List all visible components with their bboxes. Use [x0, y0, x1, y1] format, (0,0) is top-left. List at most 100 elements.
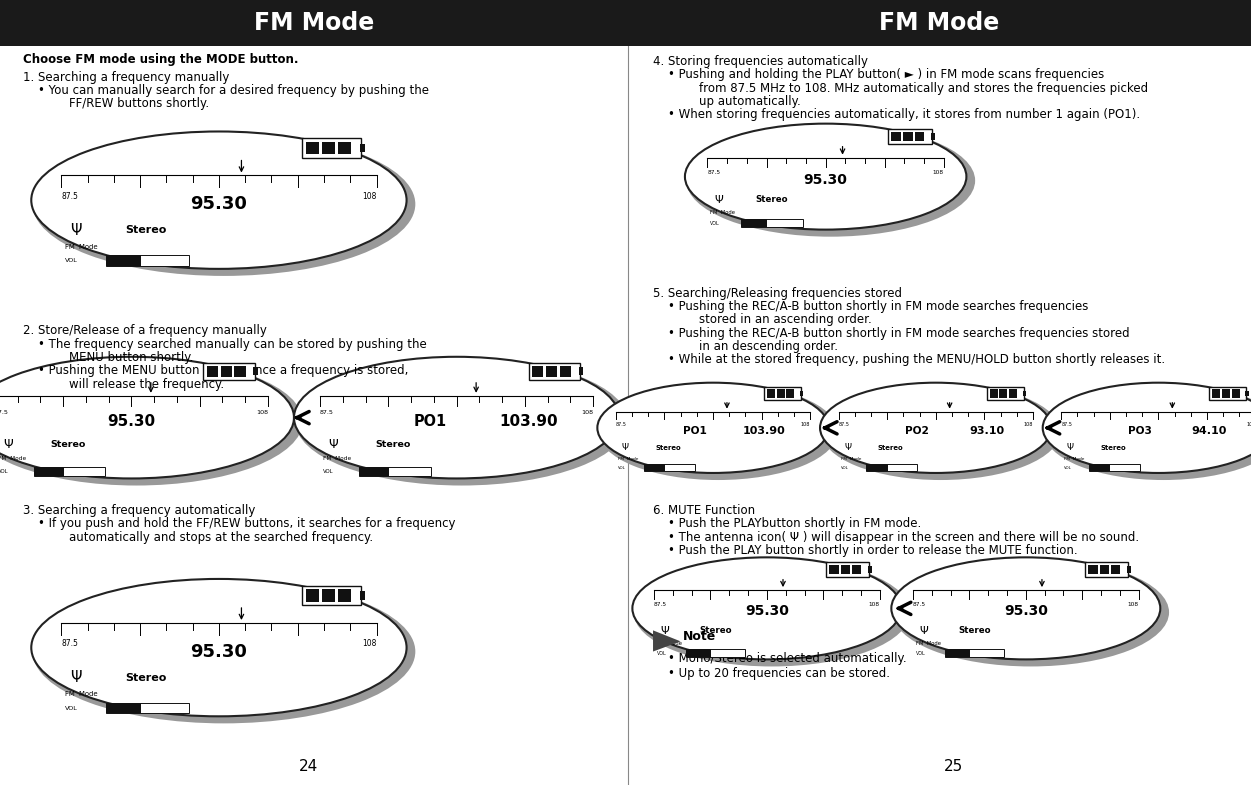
FancyBboxPatch shape	[532, 366, 543, 377]
Text: 108: 108	[363, 192, 377, 201]
Text: VOL: VOL	[323, 469, 334, 473]
Text: stored in an ascending order.: stored in an ascending order.	[699, 313, 872, 327]
FancyBboxPatch shape	[787, 389, 794, 398]
Text: 6. MUTE Function: 6. MUTE Function	[653, 504, 756, 517]
Text: 1. Searching a frequency manually: 1. Searching a frequency manually	[23, 71, 229, 84]
FancyBboxPatch shape	[34, 466, 105, 476]
FancyBboxPatch shape	[1111, 565, 1120, 575]
Text: FM  Mode: FM Mode	[65, 244, 98, 250]
FancyBboxPatch shape	[360, 144, 365, 152]
Text: Ψ: Ψ	[714, 195, 723, 205]
Text: 87.5: 87.5	[654, 602, 667, 608]
FancyBboxPatch shape	[888, 129, 932, 144]
FancyBboxPatch shape	[322, 142, 335, 154]
Text: FM  Mode: FM Mode	[65, 692, 98, 697]
FancyBboxPatch shape	[777, 389, 784, 398]
Text: • When storing frequencies automatically, it stores from number 1 again (PO1).: • When storing frequencies automatically…	[668, 108, 1140, 122]
FancyBboxPatch shape	[990, 389, 997, 398]
Text: 87.5: 87.5	[1061, 422, 1072, 427]
FancyBboxPatch shape	[841, 565, 849, 575]
FancyBboxPatch shape	[1000, 389, 1007, 398]
FancyBboxPatch shape	[578, 367, 583, 375]
Ellipse shape	[33, 579, 415, 724]
FancyBboxPatch shape	[234, 366, 245, 377]
FancyBboxPatch shape	[545, 366, 557, 377]
FancyBboxPatch shape	[1232, 389, 1240, 398]
Text: 93.10: 93.10	[970, 425, 1005, 436]
Text: 108: 108	[1246, 422, 1251, 427]
FancyBboxPatch shape	[1212, 389, 1220, 398]
Text: automatically and stops at the searched frequency.: automatically and stops at the searched …	[69, 531, 373, 544]
FancyBboxPatch shape	[34, 466, 64, 476]
Text: FF/REW buttons shortly.: FF/REW buttons shortly.	[69, 97, 209, 111]
Text: FM  Mode: FM Mode	[618, 457, 638, 461]
Text: FM  Mode: FM Mode	[0, 457, 26, 462]
FancyBboxPatch shape	[826, 562, 869, 577]
FancyBboxPatch shape	[946, 649, 970, 657]
Text: • Pushing the REC/A-B button shortly in FM mode searches frequencies: • Pushing the REC/A-B button shortly in …	[668, 300, 1088, 313]
FancyBboxPatch shape	[1222, 389, 1230, 398]
Ellipse shape	[821, 383, 1051, 473]
Ellipse shape	[294, 356, 619, 478]
Ellipse shape	[31, 579, 407, 716]
FancyBboxPatch shape	[306, 590, 319, 601]
Text: VOL: VOL	[841, 466, 848, 469]
Text: Ψ: Ψ	[844, 444, 851, 452]
Text: FM  Mode: FM Mode	[841, 457, 861, 461]
Text: • Mono/Stereo is selected automatically.: • Mono/Stereo is selected automatically.	[668, 652, 907, 665]
Text: 24: 24	[299, 758, 319, 774]
FancyBboxPatch shape	[643, 464, 666, 471]
FancyBboxPatch shape	[559, 366, 570, 377]
FancyBboxPatch shape	[1127, 566, 1131, 573]
FancyBboxPatch shape	[1245, 391, 1248, 396]
Text: 95.30: 95.30	[744, 604, 789, 619]
Text: 108: 108	[363, 639, 377, 648]
Text: PO1: PO1	[683, 425, 707, 436]
Text: will release the frequency.: will release the frequency.	[69, 378, 224, 391]
Text: MENU button shortly.: MENU button shortly.	[69, 351, 193, 364]
Text: VOL: VOL	[1063, 466, 1071, 469]
FancyBboxPatch shape	[741, 219, 767, 227]
Text: • The frequency searched manually can be stored by pushing the: • The frequency searched manually can be…	[38, 338, 427, 351]
Text: 2. Store/Release of a frequency manually: 2. Store/Release of a frequency manually	[23, 324, 266, 338]
FancyBboxPatch shape	[360, 591, 365, 600]
Text: • The antenna icon( Ψ ) will disappear in the screen and there will be no sound.: • The antenna icon( Ψ ) will disappear i…	[668, 531, 1140, 544]
Text: VOL: VOL	[916, 651, 926, 655]
FancyBboxPatch shape	[203, 363, 255, 380]
Text: Stereo: Stereo	[1101, 444, 1126, 451]
FancyBboxPatch shape	[891, 132, 901, 141]
Text: • You can manually search for a desired frequency by pushing the: • You can manually search for a desired …	[38, 84, 429, 97]
Text: • Push the PLAY button shortly in order to release the MUTE function.: • Push the PLAY button shortly in order …	[668, 544, 1077, 557]
Text: 25: 25	[943, 758, 963, 774]
FancyBboxPatch shape	[106, 255, 141, 266]
Ellipse shape	[821, 384, 1060, 480]
Text: 87.5: 87.5	[320, 411, 334, 415]
Text: FM  Mode: FM Mode	[711, 210, 736, 215]
Text: 108: 108	[1127, 602, 1138, 608]
Text: 108: 108	[582, 411, 593, 415]
Text: Ψ: Ψ	[70, 670, 83, 685]
FancyBboxPatch shape	[1022, 391, 1026, 396]
FancyBboxPatch shape	[866, 464, 917, 471]
FancyBboxPatch shape	[220, 366, 231, 377]
Text: 103.90: 103.90	[499, 414, 558, 429]
FancyBboxPatch shape	[359, 466, 430, 476]
Text: FM Mode: FM Mode	[879, 11, 1000, 35]
Text: VOL: VOL	[657, 651, 667, 655]
Text: 95.30: 95.30	[803, 173, 848, 187]
Text: 95.30: 95.30	[190, 195, 248, 214]
FancyBboxPatch shape	[106, 255, 189, 266]
FancyBboxPatch shape	[1088, 464, 1111, 471]
Ellipse shape	[295, 357, 628, 485]
Text: 87.5: 87.5	[0, 411, 9, 415]
Ellipse shape	[0, 357, 303, 485]
Text: FM  Mode: FM Mode	[657, 641, 682, 645]
FancyBboxPatch shape	[106, 703, 189, 714]
FancyBboxPatch shape	[764, 387, 801, 400]
Text: Ψ: Ψ	[622, 444, 628, 452]
Ellipse shape	[686, 124, 966, 229]
Text: Ψ: Ψ	[3, 438, 13, 451]
Text: FM Mode: FM Mode	[254, 11, 374, 35]
Text: VOL: VOL	[0, 469, 9, 473]
Text: 108: 108	[1023, 422, 1033, 427]
